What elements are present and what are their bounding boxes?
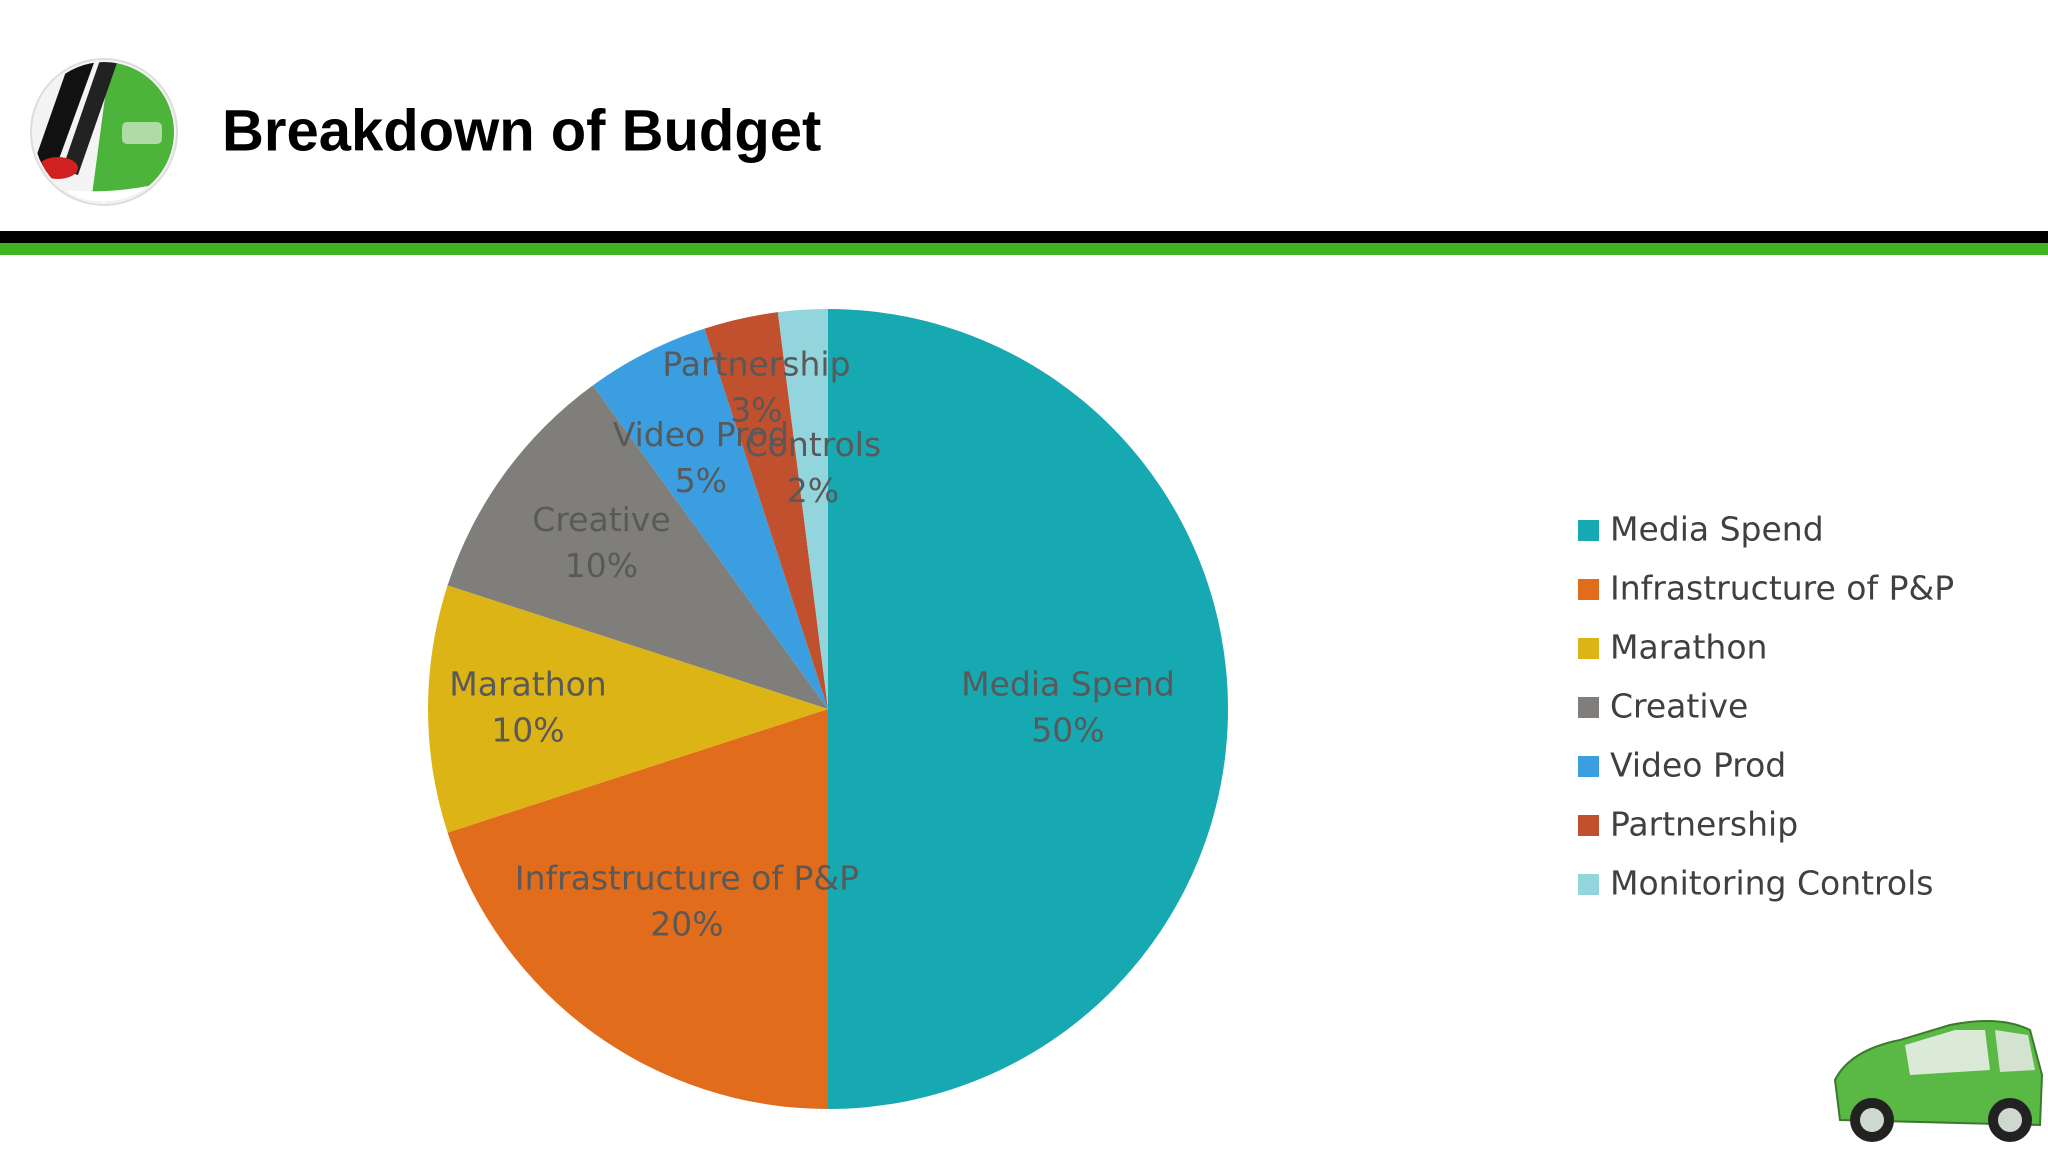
legend-label: Monitoring Controls: [1610, 864, 1933, 903]
legend-swatch: [1578, 579, 1599, 600]
pie-slice: [777, 309, 828, 709]
legend-label: Creative: [1610, 687, 1748, 726]
data-label-name: Media Spend: [961, 665, 1175, 704]
data-label-value: 10%: [565, 546, 638, 585]
data-label-value: 20%: [650, 905, 723, 944]
data-label-value: 3%: [730, 390, 782, 429]
legend-swatch: [1578, 520, 1599, 541]
pie-slice: [592, 328, 828, 709]
car-illustration: [1833, 1020, 2044, 1142]
data-label-value: 10%: [491, 711, 564, 750]
data-label-name: Infrastructure of P&P: [515, 859, 859, 898]
legend-swatch: [1578, 697, 1599, 718]
legend-label: Marathon: [1610, 628, 1767, 667]
pie-slice: [828, 309, 1228, 1109]
data-label-name: Controls: [745, 425, 881, 464]
logo: [30, 58, 178, 206]
data-label-name: Video Prod: [613, 415, 789, 454]
data-label-name: Creative: [532, 500, 670, 539]
legend-swatch: [1578, 638, 1599, 659]
pie-slice: [427, 585, 828, 833]
legend-label: Video Prod: [1610, 746, 1786, 785]
header-rule-green: [0, 243, 2048, 255]
pie-slice: [447, 385, 828, 709]
data-label-name: Marathon: [449, 665, 606, 704]
pie-slice: [704, 312, 828, 709]
title: Breakdown of Budget: [222, 98, 821, 163]
legend-label: Infrastructure of P&P: [1610, 569, 1954, 608]
data-label-value: 50%: [1031, 711, 1104, 750]
legend-label: Partnership: [1610, 805, 1798, 844]
legend-label: Media Spend: [1610, 510, 1824, 549]
data-label-value: 5%: [675, 461, 727, 500]
header-rule: [0, 231, 2048, 243]
legend-swatch: [1578, 874, 1599, 895]
data-label-value: 2%: [787, 471, 839, 510]
data-label-name: Partnership: [662, 344, 850, 383]
legend-swatch: [1578, 756, 1599, 777]
pie-slice: [447, 709, 828, 1109]
legend-swatch: [1578, 815, 1599, 836]
